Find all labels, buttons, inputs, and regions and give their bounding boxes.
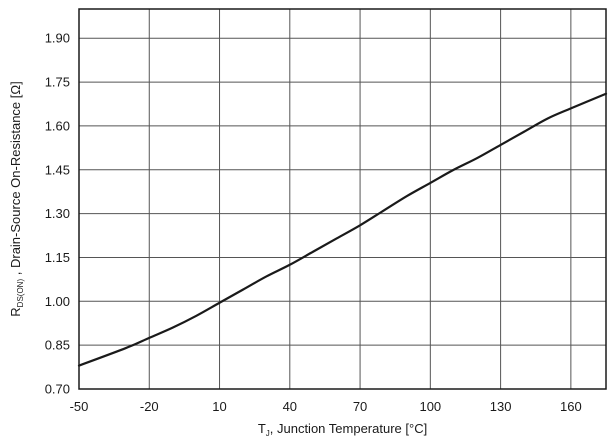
x-tick-label: 100 <box>419 399 441 414</box>
series-line <box>77 92 608 367</box>
y-tick-label: 1.30 <box>45 206 70 221</box>
y-tick-label: 1.75 <box>45 75 70 90</box>
x-tick-label: 70 <box>353 399 367 414</box>
y-tick-label: 1.90 <box>45 31 70 46</box>
x-tick-label: 130 <box>490 399 512 414</box>
y-tick-label: 1.00 <box>45 294 70 309</box>
plot-frame <box>78 8 607 390</box>
y-axis-title-rest: , Drain-Source On-Resistance [Ω] <box>8 81 23 279</box>
grid <box>78 9 606 390</box>
x-tick-label: -50 <box>70 399 89 414</box>
y-tick-label: 0.85 <box>45 338 70 353</box>
series-layer <box>77 92 608 367</box>
y-axis-title: RDS(ON) , Drain-Source On-Resistance [Ω] <box>8 81 25 316</box>
x-axis-title: TJ, Junction Temperature [°C] <box>258 421 427 438</box>
x-tick-label: 10 <box>212 399 226 414</box>
y-tick-label: 1.45 <box>45 162 70 177</box>
x-axis-title-rest: , Junction Temperature [°C] <box>270 421 427 436</box>
y-axis-title-sub: DS(ON) <box>16 279 25 308</box>
x-tick-labels: -50 -20 10 40 70 100 130 160 <box>70 399 582 414</box>
y-tick-label: 1.15 <box>45 250 70 265</box>
x-tick-label: 40 <box>283 399 297 414</box>
x-tick-label: 160 <box>560 399 582 414</box>
x-axis-title-main: T <box>258 421 266 436</box>
y-axis-title-main: R <box>8 307 23 316</box>
y-tick-label: 0.70 <box>45 382 70 397</box>
y-tick-labels: 0.70 0.85 1.00 1.15 1.30 1.45 1.60 1.75 1.90 <box>45 31 70 397</box>
x-axis-title-sub: J <box>266 429 270 438</box>
x-tick-label: -20 <box>140 399 159 414</box>
y-tick-label: 1.60 <box>45 118 70 133</box>
